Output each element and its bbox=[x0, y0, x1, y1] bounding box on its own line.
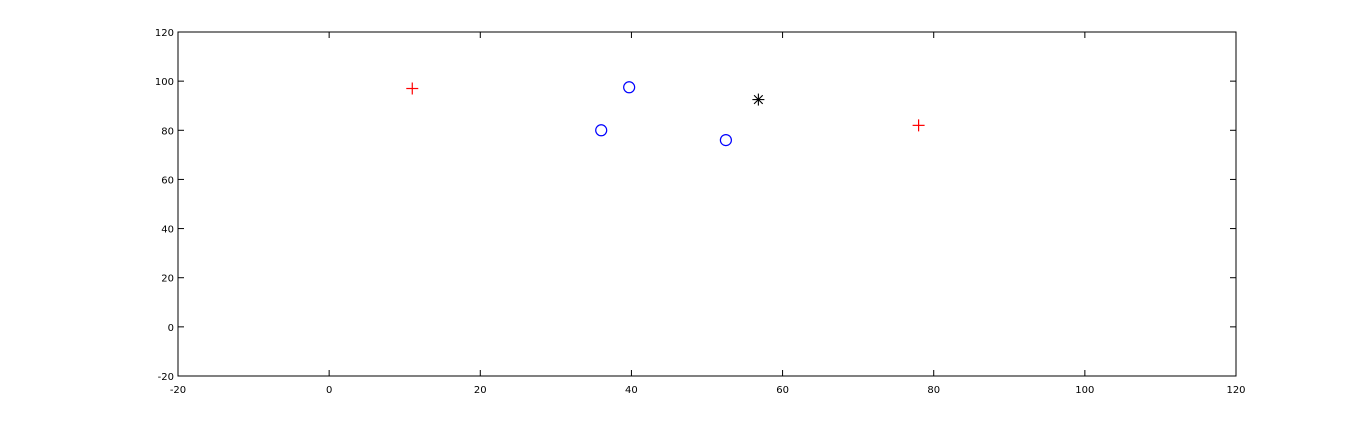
x-tick-label: 20 bbox=[474, 385, 487, 396]
y-tick-label: 40 bbox=[161, 225, 174, 236]
x-tick-label: 0 bbox=[326, 385, 332, 396]
y-tick-label: 20 bbox=[161, 274, 174, 285]
x-tick-label: 60 bbox=[776, 385, 789, 396]
asterisk-marker bbox=[752, 93, 765, 106]
axis-tick-labels: -20 0 20 40 60 80 100 120 -20 0 20 40 60 80 100 120 bbox=[155, 28, 1246, 396]
circle-marker bbox=[719, 134, 732, 147]
plot-area bbox=[177, 31, 1237, 377]
data-markers bbox=[406, 81, 925, 147]
y-tick-label: -20 bbox=[158, 372, 174, 383]
circle-marker bbox=[623, 81, 636, 94]
axis-ticks bbox=[177, 31, 1237, 377]
y-tick-label: 0 bbox=[168, 323, 174, 334]
y-tick-label: 100 bbox=[155, 77, 174, 88]
x-tick-label: -20 bbox=[170, 385, 186, 396]
y-tick-label: 120 bbox=[155, 28, 174, 39]
plus-marker bbox=[406, 82, 419, 95]
x-tick-label: 40 bbox=[625, 385, 638, 396]
y-tick-label: 80 bbox=[161, 126, 174, 137]
y-tick-label: 60 bbox=[161, 175, 174, 186]
plus-marker bbox=[912, 119, 925, 132]
x-tick-label: 100 bbox=[1075, 385, 1094, 396]
x-tick-label: 80 bbox=[927, 385, 940, 396]
x-tick-label: 120 bbox=[1226, 385, 1245, 396]
circle-marker bbox=[595, 124, 608, 137]
